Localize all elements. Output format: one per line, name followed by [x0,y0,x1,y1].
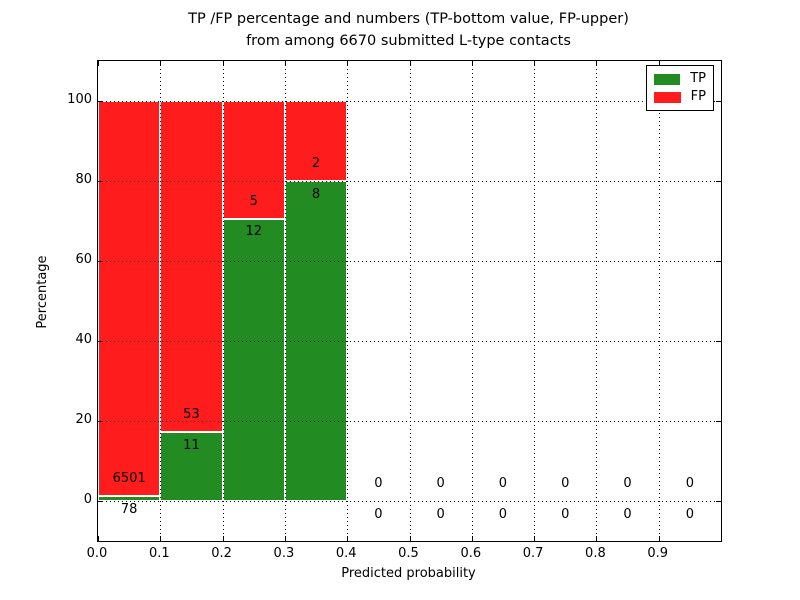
x-tick-top [98,61,99,66]
x-tick-bottom [471,536,473,541]
x-tick-bottom [284,536,286,541]
fp-count-label: 53 [183,407,200,423]
bar-fp-segment [98,101,161,497]
fp-count-label: 0 [685,476,694,492]
x-tick-bottom [658,536,660,541]
x-tick-top [471,61,473,66]
gridline-vertical [658,61,660,541]
legend-swatch-tp-icon [654,73,681,85]
fp-count-label: 2 [311,156,321,172]
x-tick-top [658,61,660,66]
y-tick-left [98,421,103,422]
x-tick-label: 0.9 [647,546,669,561]
tp-count-label: 78 [120,501,138,517]
x-tick-bottom [596,536,598,541]
bar-tp-segment [160,432,223,501]
x-tick-label: 0.5 [398,546,419,561]
fp-count-label: 6501 [112,471,146,487]
y-tick-label: 60 [75,252,92,267]
legend-item-tp: TP [654,72,706,86]
x-tick-bottom [409,536,411,541]
x-axis-label: Predicted probability [341,566,476,581]
fp-count-label: 0 [498,476,508,492]
legend: TP FP [646,65,714,111]
y-tick-left [98,101,103,102]
chart-title: TP /FP percentage and numbers (TP-bottom… [97,9,720,52]
tp-count-label: 0 [436,506,445,522]
x-tick-top [596,61,598,66]
gridline-vertical [596,61,598,541]
plot-area: 6501 78 53 11 5 12 2 8 0 0 0 0 0 0 0 0 0 0 0 0 [97,60,722,542]
x-tick-bottom [347,536,349,541]
gridline-vertical [409,61,411,541]
y-tick-label: 100 [67,92,92,107]
x-tick-top [534,61,536,66]
y-axis-label: Percentage [35,255,50,329]
x-tick-label: 0.2 [211,546,232,561]
y-tick-label: 80 [75,172,92,187]
y-tick-right [716,101,721,102]
tp-count-label: 12 [245,224,263,240]
x-tick-label: 0.6 [460,546,482,561]
y-tick-left [98,341,103,342]
gridline-vertical [160,61,162,541]
gridline-vertical [471,61,473,541]
tp-count-label: 0 [685,506,694,522]
x-tick-bottom [222,536,224,541]
x-tick-label: 0.3 [273,546,295,561]
y-tick-label: 20 [75,412,92,427]
y-tick-left [98,261,103,262]
chart-title-line-1: TP /FP percentage and numbers (TP-bottom… [188,11,629,27]
gridline-vertical [222,61,224,541]
fp-count-label: 0 [374,476,383,492]
gridline-vertical [347,61,349,541]
y-tick-left [98,181,103,182]
tp-count-label: 11 [183,437,200,453]
y-tick-label: 0 [83,492,92,507]
y-tick-right [716,181,721,182]
tp-count-label: 8 [311,186,321,202]
legend-swatch-fp-icon [654,91,681,103]
tp-count-label: 0 [561,506,570,522]
x-tick-top [347,61,349,66]
x-tick-bottom [98,536,99,541]
x-tick-label: 0.1 [148,546,170,561]
gridline-vertical [284,61,286,541]
legend-item-fp: FP [654,90,706,104]
y-tick-right [716,421,721,422]
y-tick-left [98,501,103,502]
x-tick-label: 0.7 [522,546,544,561]
x-tick-bottom [534,536,536,541]
y-tick-right [716,261,721,262]
fp-count-label: 0 [561,476,570,492]
fp-count-label: 0 [436,476,445,492]
x-tick-top [409,61,411,66]
x-tick-top [160,61,162,66]
y-tick-right [716,341,721,342]
gridline-vertical [534,61,536,541]
bar-tp-segment [98,496,161,501]
y-tick-right [716,501,721,502]
x-tick-label: 0.4 [335,546,357,561]
x-tick-bottom [160,536,162,541]
fp-count-label: 5 [249,193,258,209]
tp-count-label: 0 [374,506,383,522]
chart-title-line-2: from among 6670 submitted L-type contact… [246,32,571,49]
x-tick-top [222,61,224,66]
legend-label-fp: FP [690,89,706,104]
fp-count-label: 0 [623,476,632,492]
legend-label-tp: TP [690,71,706,86]
tp-count-label: 0 [623,506,632,522]
x-tick-top [284,61,286,66]
bar-fp-segment [160,101,223,433]
y-tick-label: 40 [75,332,92,347]
x-tick-label: 0.0 [86,546,108,561]
tp-count-label: 0 [498,506,508,522]
x-tick-label: 0.8 [585,546,606,561]
